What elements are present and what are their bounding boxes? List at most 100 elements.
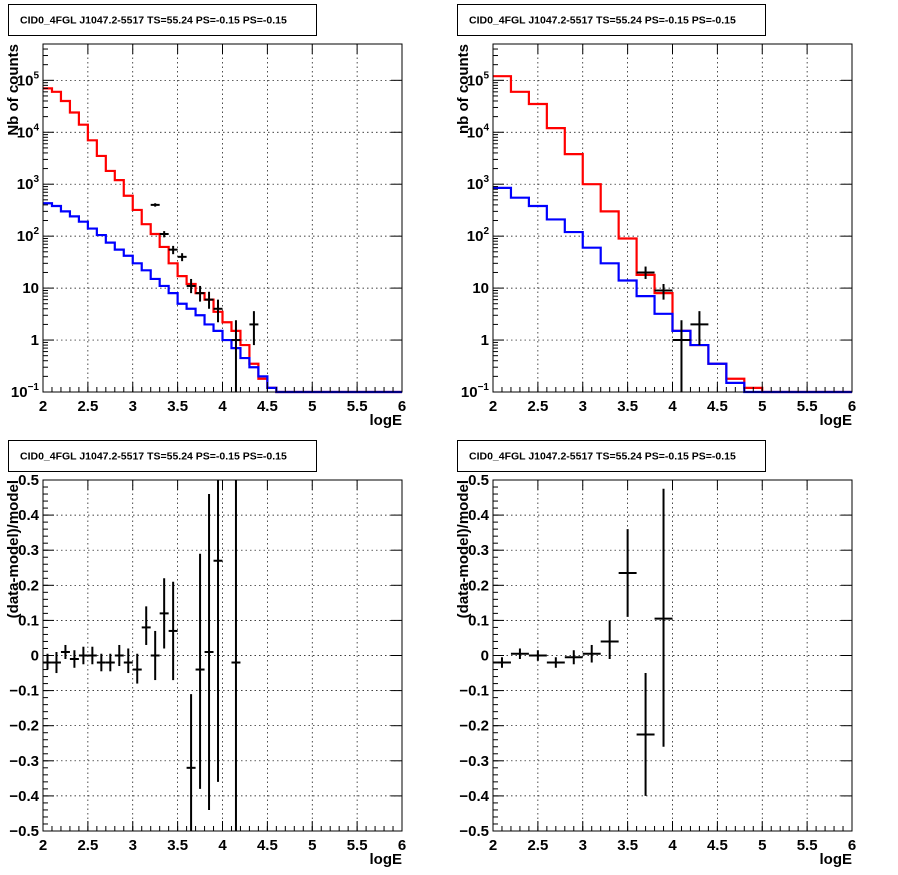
chart-bl-y-tick-label: −0.4 bbox=[9, 788, 39, 805]
chart-tr: CID0_4FGL J1047.2-5517 TS=55.24 PS=-0.15… bbox=[455, 4, 856, 429]
chart-bl-data-point bbox=[204, 494, 214, 810]
chart-br-y-tick-label: 0.1 bbox=[468, 612, 489, 629]
chart-br-x-tick-label: 5.5 bbox=[797, 837, 818, 854]
chart-tl-y-tick-label: 10−1 bbox=[11, 382, 40, 401]
chart-br-y-tick-label: 0 bbox=[481, 648, 489, 665]
chart-tl-data-point bbox=[159, 231, 169, 238]
chart-tr-x-tick-label: 4 bbox=[668, 398, 677, 415]
chart-tr-y-tick-base: 10 bbox=[461, 384, 478, 401]
chart-bl-y-tick-label: −0.1 bbox=[9, 683, 39, 700]
chart-br-y-tick-label: −0.1 bbox=[459, 683, 489, 700]
chart-bl-data-point bbox=[150, 630, 160, 681]
chart-br-y-tick-label: 0.5 bbox=[468, 472, 489, 489]
chart-tl-y-tick-label: 103 bbox=[17, 174, 40, 193]
chart-tr-data-point bbox=[690, 311, 709, 346]
chart-tr-x-tick-label: 5.5 bbox=[797, 398, 818, 415]
chart-tl: CID0_4FGL J1047.2-5517 TS=55.24 PS=-0.15… bbox=[5, 4, 406, 429]
chart-br-data-point bbox=[600, 620, 619, 660]
chart-tr-y-tick-label: 10−1 bbox=[461, 382, 490, 401]
chart-tl-y-tick-exponent: 2 bbox=[33, 226, 39, 237]
chart-tl-y-tick-exponent: 4 bbox=[33, 122, 39, 133]
chart-br-x-tick-label: 5 bbox=[758, 837, 766, 854]
chart-tl-x-tick-label: 3 bbox=[129, 398, 137, 415]
chart-tl-data-point bbox=[204, 291, 214, 309]
chart-bl-title: CID0_4FGL J1047.2-5517 TS=55.24 PS=-0.15… bbox=[20, 451, 287, 463]
chart-tl-y-tick-base: 10 bbox=[17, 228, 34, 245]
chart-br: CID0_4FGL J1047.2-5517 TS=55.24 PS=-0.15… bbox=[455, 440, 856, 868]
chart-br-x-tick-label: 2 bbox=[489, 837, 497, 854]
chart-tl-data-point bbox=[177, 253, 187, 262]
chart-tr-y-tick-exponent: 2 bbox=[483, 226, 489, 237]
chart-tl-data-point bbox=[231, 320, 241, 392]
chart-tl-y-tick-base: 10 bbox=[11, 384, 28, 401]
chart-tr-data-point bbox=[654, 283, 673, 300]
chart-tl-x-tick-label: 4.5 bbox=[257, 398, 278, 415]
chart-tr-y-tick-exponent: 5 bbox=[483, 70, 489, 81]
chart-bl-data-point bbox=[231, 480, 241, 831]
chart-br-x-tick-label: 3 bbox=[579, 837, 587, 854]
chart-tr-x-tick-label: 3 bbox=[579, 398, 587, 415]
chart-tr-x-tick-label: 6 bbox=[848, 398, 856, 415]
chart-tl-x-tick-label: 2.5 bbox=[77, 398, 98, 415]
chart-tr-y-tick-label: 10 bbox=[472, 280, 489, 297]
chart-tr-x-tick-label: 2 bbox=[489, 398, 497, 415]
chart-tr-y-tick-label: 104 bbox=[467, 122, 490, 141]
chart-tl-x-tick-label: 5.5 bbox=[347, 398, 368, 415]
chart-bl-title-box bbox=[8, 440, 317, 472]
chart-tl-y-tick-label: 104 bbox=[17, 122, 40, 141]
chart-tl-y-tick-base: 10 bbox=[17, 72, 34, 89]
chart-tr-y-tick-base: 10 bbox=[467, 228, 484, 245]
chart-tl-x-tick-label: 2 bbox=[39, 398, 47, 415]
chart-tr-x-tick-label: 3.5 bbox=[617, 398, 638, 415]
chart-tr-title-box bbox=[457, 4, 766, 36]
chart-bl-x-tick-label: 3 bbox=[129, 837, 137, 854]
chart-br-y-tick-label: 0.2 bbox=[468, 577, 489, 594]
chart-bl-y-tick-label: 0.3 bbox=[18, 542, 39, 559]
chart-tl-x-tick-label: 3.5 bbox=[167, 398, 188, 415]
chart-bl-x-tick-label: 5.5 bbox=[347, 837, 368, 854]
chart-bl-data-point bbox=[105, 653, 115, 672]
chart-tr-y-tick-label: 105 bbox=[467, 70, 490, 89]
chart-tr-y-axis-label: nb of counts bbox=[455, 44, 472, 134]
chart-bl-data-point bbox=[69, 650, 79, 668]
chart-tr-x-tick-label: 2.5 bbox=[527, 398, 548, 415]
chart-br-data-point bbox=[636, 673, 655, 796]
chart-bl-y-tick-label: −0.3 bbox=[9, 753, 39, 770]
chart-bl-data-point bbox=[51, 651, 61, 674]
chart-tl-data-point bbox=[186, 278, 196, 294]
chart-bl-y-tick-label: −0.2 bbox=[9, 718, 39, 735]
chart-bl-x-tick-label: 2 bbox=[39, 837, 47, 854]
chart-br-data-point bbox=[510, 648, 529, 660]
chart-bl-data-point bbox=[159, 578, 169, 649]
chart-tr-data-point bbox=[672, 320, 691, 392]
chart-tl-y-tick-label: 10 bbox=[22, 280, 39, 297]
chart-tl-y-axis-label: Nb of counts bbox=[5, 44, 22, 136]
chart-br-y-axis-label: (data-model)/model bbox=[455, 480, 472, 618]
chart-br-x-tick-label: 4.5 bbox=[707, 837, 728, 854]
chart-bl-x-tick-label: 6 bbox=[398, 837, 406, 854]
chart-tr-y-tick-base: 10 bbox=[467, 72, 484, 89]
chart-bl-x-tick-label: 4 bbox=[218, 837, 227, 854]
chart-bl-y-tick-label: 0.1 bbox=[18, 612, 39, 629]
chart-bl-data-point bbox=[195, 553, 205, 789]
chart-br-x-axis-label: logE bbox=[820, 851, 853, 868]
chart-tl-y-tick-exponent: −1 bbox=[28, 382, 40, 393]
chart-br-y-tick-label: 0.4 bbox=[468, 507, 490, 524]
chart-tl-x-tick-label: 6 bbox=[398, 398, 406, 415]
chart-br-data-point bbox=[654, 488, 673, 747]
chart-br-y-tick-label: −0.5 bbox=[459, 823, 489, 840]
chart-br-data-point bbox=[546, 657, 565, 668]
chart-tr-y-tick-base: 10 bbox=[467, 124, 484, 141]
chart-bl-y-tick-label: 0 bbox=[31, 648, 39, 665]
chart-tl-y-tick-label: 105 bbox=[17, 70, 40, 89]
chart-tl-x-tick-label: 5 bbox=[308, 398, 316, 415]
chart-tl-data-point bbox=[195, 285, 205, 302]
chart-tr-x-axis-label: logE bbox=[820, 412, 853, 429]
chart-bl-data-point bbox=[132, 653, 142, 684]
chart-tr-y-tick-exponent: 4 bbox=[483, 122, 489, 133]
chart-bl-x-tick-label: 3.5 bbox=[167, 837, 188, 854]
chart-bl-x-tick-label: 4.5 bbox=[257, 837, 278, 854]
chart-bl-data-point bbox=[123, 648, 133, 674]
chart-tr-title: CID0_4FGL J1047.2-5517 TS=55.24 PS=-0.15… bbox=[469, 15, 736, 27]
